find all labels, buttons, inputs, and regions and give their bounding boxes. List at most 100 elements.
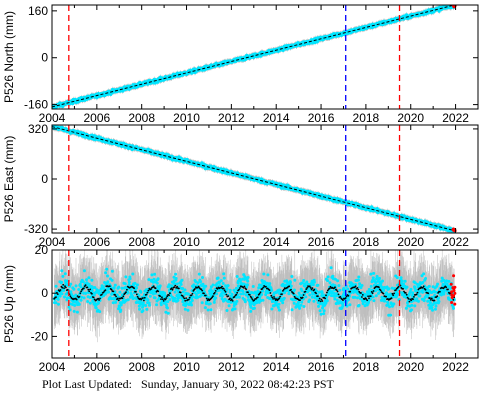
data-point — [315, 289, 319, 293]
mean-point — [253, 299, 256, 302]
mean-point — [214, 290, 217, 292]
mean-point — [79, 292, 82, 295]
mean-point — [328, 287, 331, 290]
mean-point — [367, 295, 369, 298]
data-point — [107, 290, 111, 294]
data-point — [71, 294, 75, 298]
data-point — [399, 276, 403, 280]
data-point — [123, 282, 127, 286]
mean-point — [170, 287, 173, 290]
x-tick-label: 2016 — [308, 235, 335, 249]
data-point — [84, 291, 88, 295]
data-point — [166, 311, 170, 315]
mean-point — [230, 298, 233, 301]
data-point — [386, 300, 390, 304]
y-tick-label: -160 — [24, 98, 48, 112]
mean-point — [282, 288, 285, 291]
data-point — [400, 279, 404, 283]
data-point — [239, 292, 243, 296]
mean-point — [135, 293, 138, 296]
mean-point — [216, 288, 219, 290]
data-area — [52, 125, 457, 233]
data-point — [174, 272, 178, 276]
data-point — [82, 269, 86, 273]
mean-point — [203, 292, 205, 295]
data-point — [281, 301, 285, 305]
mean-point — [82, 287, 85, 290]
data-point — [375, 207, 379, 211]
data-point — [58, 294, 62, 298]
data-point — [287, 292, 291, 296]
data-point — [289, 280, 292, 284]
data-point — [65, 296, 69, 300]
data-point — [428, 301, 432, 305]
data-point — [290, 275, 294, 278]
data-point — [60, 269, 64, 273]
data-point — [426, 299, 430, 303]
mean-point — [211, 296, 214, 299]
mean-point — [98, 299, 100, 301]
data-point — [447, 279, 451, 283]
data-point — [60, 292, 64, 296]
data-point — [129, 288, 133, 292]
mean-point — [184, 299, 187, 302]
y-tick-label: -320 — [24, 222, 48, 236]
x-tick-label: 2006 — [83, 111, 110, 125]
data-point — [148, 294, 152, 298]
mean-point — [309, 287, 312, 289]
mean-point — [159, 295, 162, 298]
data-point — [244, 293, 248, 297]
data-point — [308, 298, 312, 302]
data-point — [85, 278, 88, 282]
trend-line — [52, 5, 455, 108]
mean-point — [160, 298, 162, 300]
mean-point — [281, 293, 283, 295]
data-point — [196, 281, 200, 285]
data-point — [183, 307, 187, 311]
data-point — [346, 287, 350, 291]
data-point — [452, 306, 455, 310]
data-point — [153, 272, 157, 276]
data-point — [164, 300, 168, 304]
data-point — [128, 277, 132, 281]
mean-point — [265, 285, 267, 288]
data-point — [164, 310, 168, 314]
y-tick-label: 0 — [41, 51, 48, 65]
mean-point — [179, 291, 182, 294]
data-point — [74, 284, 78, 288]
data-point — [190, 303, 193, 307]
mean-point — [357, 288, 360, 291]
data-point — [277, 302, 281, 306]
mean-point — [361, 296, 363, 298]
x-tick-label: 2022 — [442, 111, 469, 125]
data-point — [65, 279, 69, 283]
mean-point — [278, 297, 281, 300]
data-point — [300, 300, 304, 304]
mean-point — [147, 289, 150, 292]
data-point — [72, 309, 76, 313]
mean-point — [347, 294, 350, 297]
data-point — [61, 274, 65, 278]
data-point — [211, 283, 215, 287]
data-point — [277, 308, 281, 312]
data-point — [411, 293, 415, 297]
data-point — [219, 279, 223, 283]
data-point — [63, 272, 67, 276]
mean-point — [239, 287, 241, 289]
data-point — [302, 279, 306, 282]
data-point — [57, 302, 60, 306]
mean-point — [238, 288, 240, 291]
data-point — [382, 288, 386, 292]
mean-point — [162, 300, 165, 302]
data-point — [319, 301, 323, 305]
data-point — [54, 301, 58, 305]
mean-point — [100, 293, 103, 296]
data-point — [146, 298, 150, 302]
data-point — [310, 295, 314, 299]
data-point — [212, 300, 216, 304]
data-point — [180, 278, 184, 282]
data-point — [233, 307, 237, 311]
mean-point — [268, 289, 271, 291]
mean-point — [117, 299, 120, 302]
mean-point — [231, 300, 234, 302]
